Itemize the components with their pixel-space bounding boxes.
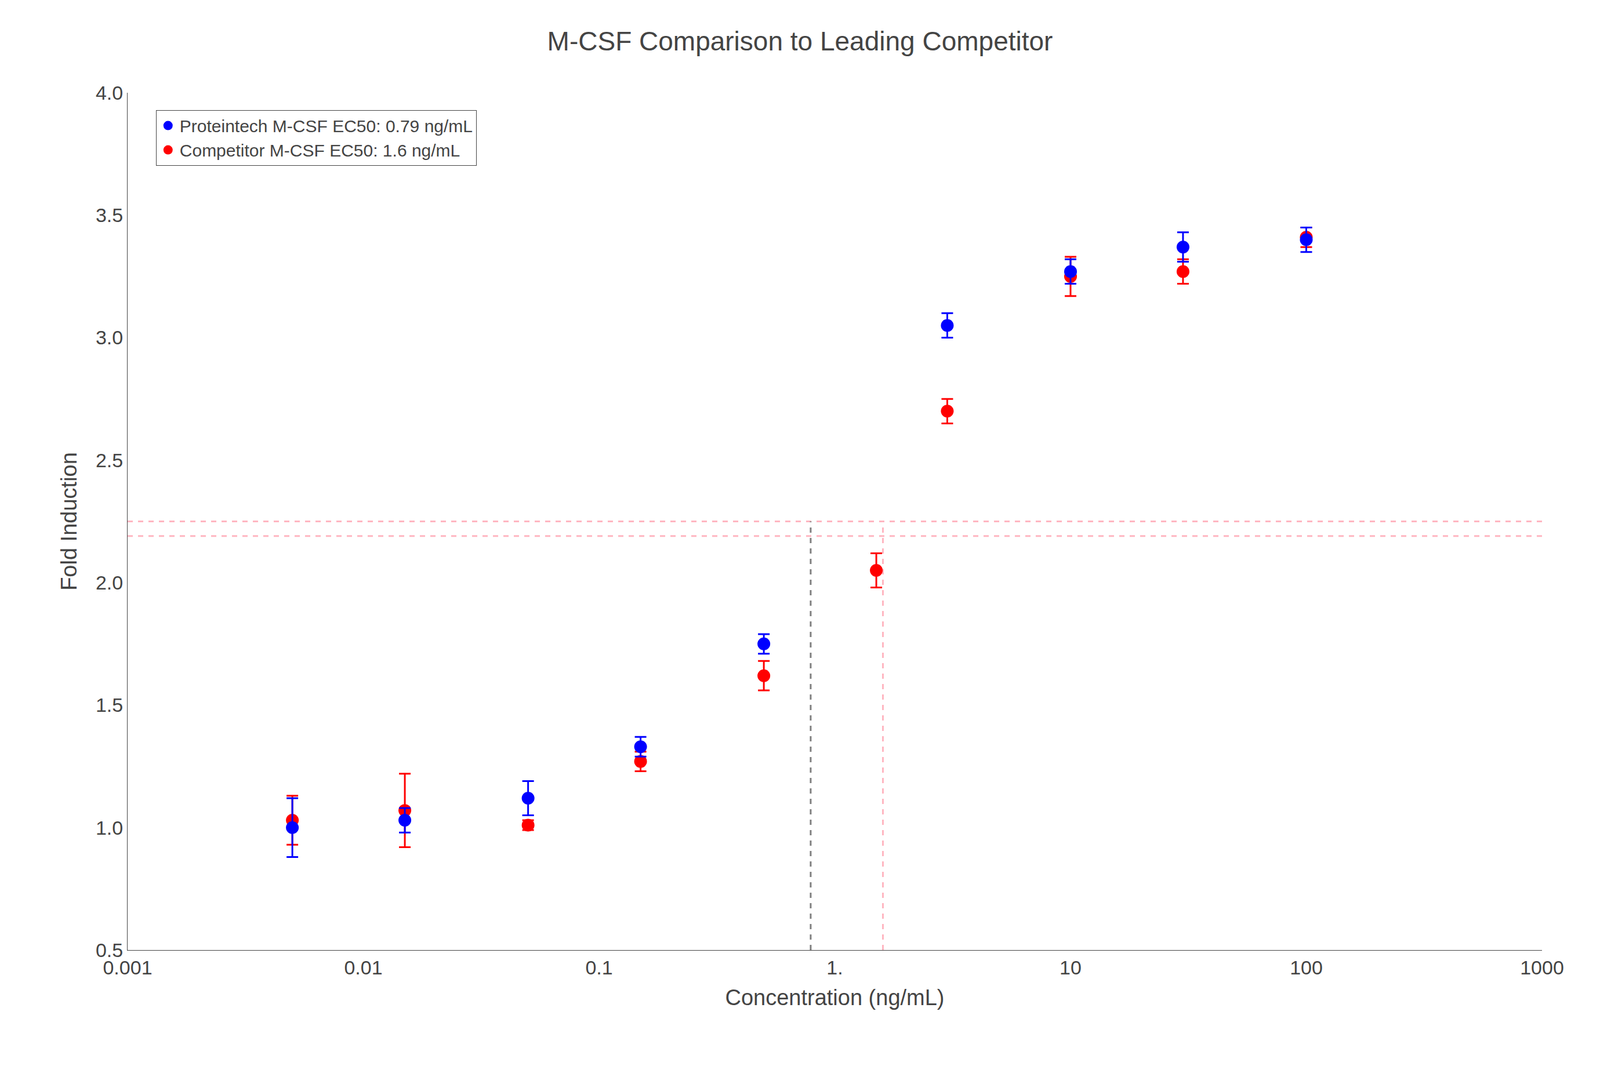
svg-text:10: 10: [1059, 956, 1082, 979]
svg-text:Fold Induction: Fold Induction: [56, 452, 82, 591]
svg-text:2.5: 2.5: [95, 449, 123, 472]
svg-text:1.: 1.: [826, 956, 843, 979]
svg-text:M-CSF Comparison to Leading Co: M-CSF Comparison to Leading Competitor: [547, 26, 1054, 57]
svg-text:0.1: 0.1: [585, 956, 613, 979]
svg-text:3.0: 3.0: [95, 326, 123, 349]
svg-text:0.01: 0.01: [343, 956, 383, 979]
svg-text:1.0: 1.0: [95, 817, 123, 840]
svg-text:0.5: 0.5: [95, 939, 123, 962]
svg-text:2.0: 2.0: [95, 571, 123, 594]
svg-text:3.5: 3.5: [95, 204, 123, 227]
svg-text:1000: 1000: [1519, 956, 1565, 979]
svg-text:Competitor M-CSF EC50: 1.6 ng/: Competitor M-CSF EC50: 1.6 ng/mL: [179, 140, 461, 161]
svg-text:1.5: 1.5: [95, 694, 123, 717]
svg-text:0.001: 0.001: [102, 956, 152, 979]
svg-text:4.0: 4.0: [95, 81, 123, 104]
svg-text:Proteintech M-CSF EC50: 0.79 n: Proteintech M-CSF EC50: 0.79 ng/mL: [179, 116, 473, 136]
svg-text:100: 100: [1289, 956, 1323, 979]
svg-text:Concentration (ng/mL): Concentration (ng/mL): [724, 985, 945, 1011]
